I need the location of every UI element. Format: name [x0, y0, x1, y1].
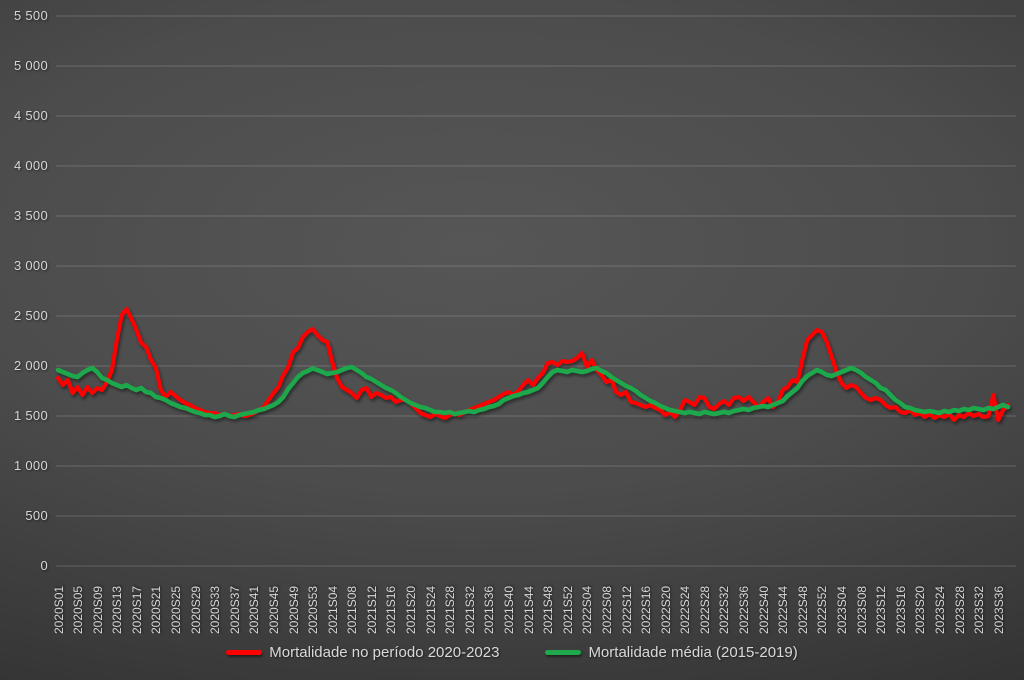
x-axis-tick-label: 2020S09 [90, 585, 105, 634]
legend-label-mortality-average: Mortalidade média (2015-2019) [588, 644, 798, 661]
y-axis-tick-label: 2 000 [13, 358, 48, 373]
x-axis-tick-label: 2022S28 [697, 585, 712, 634]
y-axis-tick-label: 2 500 [13, 308, 48, 323]
x-axis-tick-label: 2022S16 [639, 585, 654, 634]
y-axis-tick-label: 5 500 [13, 8, 48, 23]
x-axis-tick-label: 2022S32 [717, 585, 732, 634]
x-axis-tick-label: 2021S20 [404, 585, 419, 634]
legend-label-mortality-period: Mortalidade no período 2020-2023 [269, 644, 500, 661]
x-axis-tick-label: 2020S05 [71, 585, 86, 634]
x-axis-tick-label: 2020S45 [266, 585, 281, 634]
x-axis-tick-label: 2020S33 [208, 585, 223, 634]
x-axis-tick-label: 2021S12 [364, 585, 379, 634]
mortality-average-2015-2019-line [55, 364, 1011, 420]
red-line-marker-icon [226, 650, 263, 655]
x-axis-tick-label: 2023S08 [854, 585, 869, 634]
green-line-marker-icon [545, 650, 582, 655]
y-axis-tick-label: 4 500 [13, 108, 48, 123]
x-axis-tick-label: 2023S16 [893, 585, 908, 634]
x-axis-tick-label: 2021S52 [560, 585, 575, 634]
mortality-period-2020-2023-line [56, 307, 1010, 422]
x-axis-tick-label: 2022S52 [815, 585, 830, 634]
x-axis-tick-label: 2021S24 [423, 585, 438, 634]
x-axis-tick-label: 2021S04 [325, 585, 340, 634]
x-axis-tick-label: 2020S53 [306, 585, 321, 634]
x-axis-tick-label: 2022S08 [599, 585, 614, 634]
y-axis-tick-label: 3 500 [13, 208, 48, 223]
x-axis-tick-label: 2023S28 [952, 585, 967, 634]
x-axis-tick-label: 2022S20 [658, 585, 673, 634]
x-axis-tick-label: 2021S48 [541, 585, 556, 634]
x-axis-tick-label: 2023S04 [835, 585, 849, 634]
x-axis-tick-label: 2022S24 [678, 585, 693, 634]
x-axis-tick-label: 2021S40 [502, 585, 516, 634]
x-axis-tick-label: 2022S40 [756, 585, 771, 634]
x-axis-tick-label: 2021S44 [521, 585, 536, 634]
x-axis-tick-label: 2021S36 [482, 585, 497, 634]
x-axis-tick-label: 2020S21 [149, 585, 164, 634]
legend-item-mortality-period: Mortalidade no período 2020-2023 [226, 644, 499, 661]
y-axis-tick-label: 3 000 [13, 258, 48, 273]
x-axis-tick-label: 2020S49 [286, 585, 301, 634]
x-axis-tick-label: 2020S01 [51, 585, 66, 634]
x-axis-tick-label: 2020S17 [129, 585, 144, 634]
x-axis-tick-label: 2023S20 [913, 585, 928, 634]
x-axis-tick-label: 2023S32 [972, 585, 987, 634]
x-axis-tick-label: 2023S24 [932, 585, 947, 634]
gridlines [56, 15, 1016, 567]
y-axis-tick-label: 1 000 [13, 458, 48, 473]
y-axis-tick-label: 1 500 [13, 408, 48, 423]
x-axis-tick-label: 2021S08 [345, 585, 360, 634]
x-axis-tick-label: 2020S25 [169, 585, 184, 634]
x-axis-tick-label: 2022S12 [619, 585, 634, 634]
x-axis-tick-label: 2023S36 [991, 585, 1006, 634]
x-axis-tick-label: 2020S37 [227, 585, 242, 634]
y-axis-tick-label: 0 [40, 558, 48, 573]
x-axis-tick-label: 2021S16 [384, 585, 399, 634]
x-axis-tick-label: 2022S04 [580, 585, 595, 634]
x-axis-tick-label: 2021S32 [462, 585, 477, 634]
y-axis-tick-label: 5 000 [13, 58, 48, 73]
x-axis-tick-label: 2023S12 [874, 585, 889, 634]
legend-item-mortality-average: Mortalidade média (2015-2019) [545, 644, 798, 661]
x-axis-tick-label: 2020S41 [247, 585, 262, 634]
x-axis-tick-label: 2022S44 [776, 585, 791, 634]
x-axis-tick-label: 2022S48 [795, 585, 810, 634]
y-axis-tick-label: 4 000 [13, 158, 48, 173]
x-axis-tick-label: 2022S36 [737, 585, 752, 634]
y-axis-tick-label: 500 [25, 508, 48, 523]
legend: Mortalidade no período 2020-2023 Mortali… [0, 644, 1024, 661]
x-axis-tick-label: 2021S28 [443, 585, 458, 634]
x-axis-tick-label: 2020S13 [110, 585, 125, 634]
x-axis-tick-label: 2020S29 [188, 585, 203, 634]
